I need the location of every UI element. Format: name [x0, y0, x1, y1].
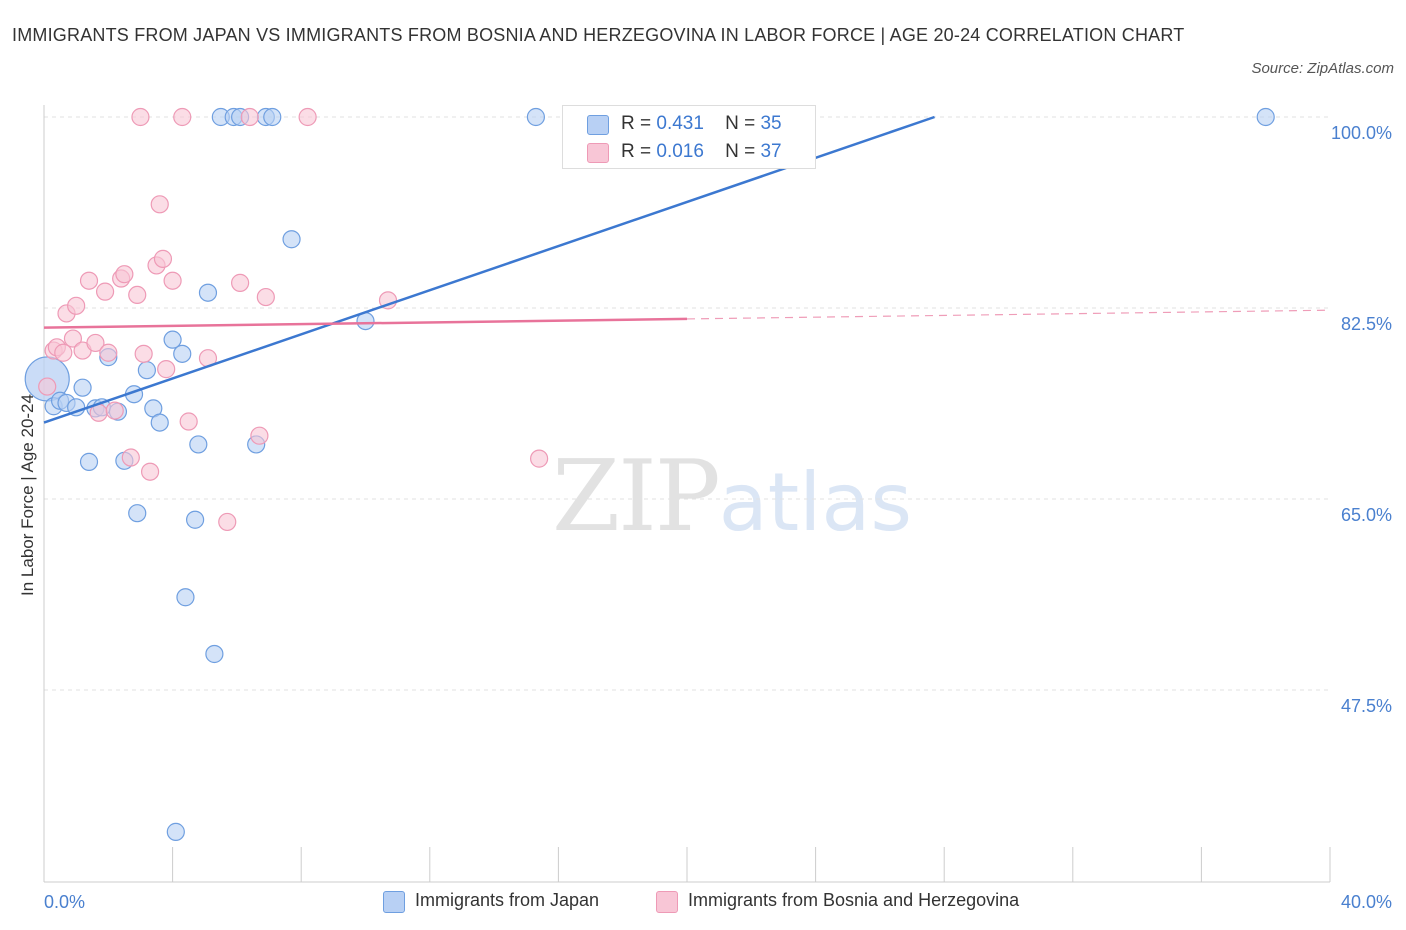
bosnia-point	[86, 333, 105, 353]
bosnia-point	[140, 462, 160, 481]
japan-point	[186, 510, 205, 529]
bosnia-point	[179, 412, 198, 431]
bosnia-point	[63, 329, 83, 348]
bosnia-point	[67, 296, 86, 315]
japan-point	[1256, 107, 1275, 127]
japan-point	[205, 644, 224, 664]
japan-point	[67, 398, 86, 417]
japan-point	[166, 822, 185, 841]
bosnia-point	[298, 107, 317, 127]
bottom-legend-swatch-japan	[383, 891, 405, 913]
japan-point	[189, 435, 208, 454]
bosnia-point	[150, 195, 169, 214]
legend-swatch-bosnia	[587, 143, 609, 163]
legend-r-value-japan: 0.431	[656, 113, 704, 134]
japan-point	[137, 361, 156, 380]
legend-n-label-bosnia: N =	[725, 141, 756, 162]
points-layer	[24, 107, 1275, 841]
japan-point	[128, 504, 147, 523]
bosnia-point	[173, 107, 192, 127]
x-tick-label: 0.0%	[44, 892, 85, 912]
watermark-zip: ZIP	[552, 440, 721, 554]
legend-r-label-japan: R =	[621, 113, 652, 134]
legend-n-label-japan: N =	[725, 113, 756, 134]
bosnia-point	[54, 343, 73, 362]
bosnia-point	[131, 107, 150, 127]
bottom-legend-label-bosnia: Immigrants from Bosnia and Herzegovina	[688, 890, 1020, 910]
y-tick-label: 65.0%	[1341, 505, 1392, 525]
legend-r-label-bosnia: R =	[621, 141, 652, 162]
japan-point	[73, 378, 92, 397]
axis-layer	[43, 105, 1331, 883]
watermark: ZIPatlas	[552, 440, 912, 554]
bosnia-point	[250, 426, 269, 445]
bosnia-point	[99, 343, 118, 362]
legend-n-value-japan: 35	[760, 113, 782, 134]
bosnia-point	[153, 249, 173, 268]
japan-point	[150, 413, 169, 432]
bosnia-point	[157, 360, 176, 379]
chart-title: IMMIGRANTS FROM JAPAN VS IMMIGRANTS FROM…	[12, 25, 1185, 45]
y-tick-label: 100.0%	[1331, 123, 1392, 143]
source-label: Source: ZipAtlas.com	[1251, 60, 1394, 77]
bosnia-point	[38, 377, 57, 396]
japan-point	[282, 230, 301, 249]
y-tick-label: 82.5%	[1341, 314, 1392, 334]
bosnia-point	[121, 448, 140, 467]
legend-r-value-bosnia: 0.016	[656, 141, 704, 162]
bosnia-point	[218, 512, 237, 532]
bosnia-point	[79, 271, 99, 290]
japan-point	[173, 344, 192, 363]
y-axis-label: In Labor Force | Age 20-24	[18, 394, 37, 596]
bosnia-point	[128, 285, 147, 305]
bosnia-point	[105, 401, 124, 420]
japan-point	[526, 107, 545, 127]
japan-point	[176, 588, 195, 607]
tick-label-layer: 47.5% 65.0% 82.5% 100.0% 0.0% 40.0%	[44, 123, 1392, 912]
bosnia-point	[240, 107, 259, 127]
watermark-atlas: atlas	[718, 456, 913, 549]
x-tick-label: 40.0%	[1341, 892, 1392, 912]
bosnia-point	[256, 287, 275, 307]
legend-swatch-japan	[587, 115, 609, 135]
japan-point	[79, 452, 99, 471]
bosnia-point	[95, 282, 115, 301]
y-tick-label: 47.5%	[1341, 696, 1392, 716]
bosnia-point	[134, 344, 153, 363]
bosnia-point	[115, 265, 134, 284]
japan-point	[263, 107, 282, 127]
legend-n-value-bosnia: 37	[760, 141, 782, 162]
bosnia-point	[231, 273, 250, 292]
japan-point	[198, 283, 218, 302]
bosnia-trendline-extension	[686, 309, 1331, 320]
bosnia-point	[530, 449, 549, 468]
bottom-legend-label-japan: Immigrants from Japan	[415, 890, 600, 910]
japan-point	[163, 330, 182, 349]
correlation-legend: R = 0.431 N = 35 R = 0.016 N = 37	[562, 105, 816, 169]
bosnia-trendline	[43, 317, 688, 329]
bottom-legend-swatch-bosnia	[656, 891, 678, 913]
legend-text-japan: R = 0.431 N = 35	[621, 113, 782, 135]
legend-text-bosnia: R = 0.016 N = 37	[621, 141, 782, 163]
bosnia-point	[163, 271, 182, 290]
